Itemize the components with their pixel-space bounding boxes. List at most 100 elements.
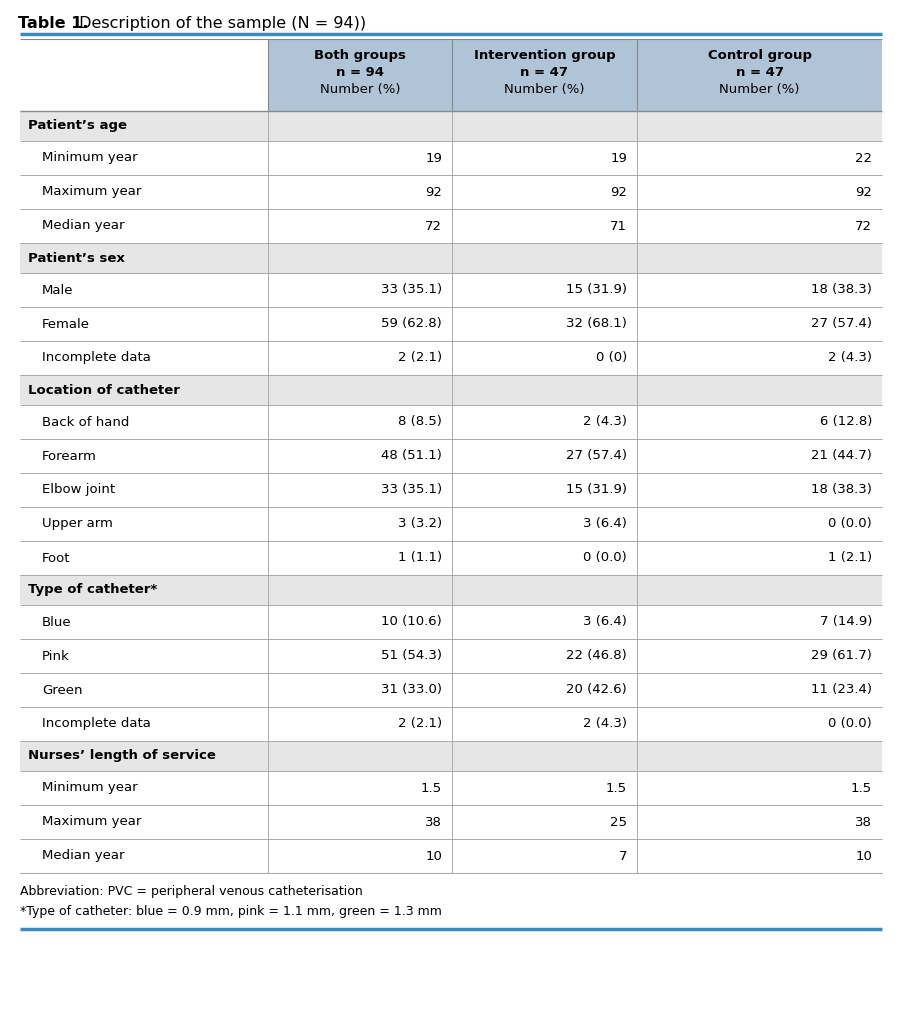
Bar [268,39,882,111]
Text: 1 (2.1): 1 (2.1) [828,552,872,564]
Text: Patient’s age: Patient’s age [28,120,127,132]
Text: 21 (44.7): 21 (44.7) [811,450,872,463]
Text: Minimum year: Minimum year [42,781,138,795]
Text: Number (%): Number (%) [719,83,800,96]
Bar [20,439,882,473]
Text: 19: 19 [610,152,627,165]
Bar [20,141,882,175]
Bar [20,175,882,209]
Text: 38: 38 [855,815,872,828]
Text: 22 (46.8): 22 (46.8) [566,649,627,663]
Text: Green: Green [42,683,82,696]
Text: Description of the sample (N = 94)): Description of the sample (N = 94)) [74,16,366,31]
Text: 10 (10.6): 10 (10.6) [382,615,442,629]
Text: Female: Female [42,317,90,331]
Bar [20,307,882,341]
Text: 33 (35.1): 33 (35.1) [381,284,442,297]
Bar [20,243,882,273]
Text: Elbow joint: Elbow joint [42,483,115,497]
Bar [20,839,882,873]
Text: 2 (4.3): 2 (4.3) [583,416,627,428]
Text: 48 (51.1): 48 (51.1) [382,450,442,463]
Text: 10: 10 [425,850,442,862]
Text: 1.5: 1.5 [606,781,627,795]
Text: Both groups: Both groups [314,49,406,62]
Text: 72: 72 [425,219,442,232]
Text: 38: 38 [425,815,442,828]
Text: 3 (3.2): 3 (3.2) [398,517,442,530]
Bar [20,575,882,605]
Bar [20,507,882,541]
Text: 2 (4.3): 2 (4.3) [583,718,627,730]
Text: Pink: Pink [42,649,69,663]
Text: 15 (31.9): 15 (31.9) [566,483,627,497]
Bar [20,541,882,575]
Text: 3 (6.4): 3 (6.4) [583,615,627,629]
Text: 25: 25 [610,815,627,828]
Text: 7 (14.9): 7 (14.9) [820,615,872,629]
Text: 2 (2.1): 2 (2.1) [398,718,442,730]
Text: Maximum year: Maximum year [42,185,142,199]
Text: 27 (57.4): 27 (57.4) [811,317,872,331]
Text: 51 (54.3): 51 (54.3) [381,649,442,663]
Text: Control group: Control group [707,49,812,62]
Bar [20,605,882,639]
Text: Incomplete data: Incomplete data [42,718,151,730]
Text: 10: 10 [855,850,872,862]
Bar [20,805,882,839]
Text: 1.5: 1.5 [851,781,872,795]
Text: 6 (12.8): 6 (12.8) [820,416,872,428]
Text: n = 47: n = 47 [735,66,784,79]
Text: n = 47: n = 47 [520,66,568,79]
Text: 15 (31.9): 15 (31.9) [566,284,627,297]
Text: 31 (33.0): 31 (33.0) [381,683,442,696]
Text: 7: 7 [619,850,627,862]
Text: 0 (0.0): 0 (0.0) [828,517,872,530]
Text: Nurses’ length of service: Nurses’ length of service [28,750,216,763]
Bar [20,111,882,141]
Text: 27 (57.4): 27 (57.4) [566,450,627,463]
Bar [20,707,882,741]
Text: 19: 19 [425,152,442,165]
Text: Abbreviation: PVC = peripheral venous catheterisation: Abbreviation: PVC = peripheral venous ca… [20,885,363,898]
Bar [20,673,882,707]
Bar [20,375,882,406]
Text: 32 (68.1): 32 (68.1) [566,317,627,331]
Text: 59 (62.8): 59 (62.8) [382,317,442,331]
Text: Number (%): Number (%) [319,83,400,96]
Text: 2 (4.3): 2 (4.3) [828,351,872,365]
Text: Foot: Foot [42,552,70,564]
Text: Intervention group: Intervention group [474,49,615,62]
Bar [20,341,882,375]
Text: 22: 22 [855,152,872,165]
Text: 92: 92 [855,185,872,199]
Bar [20,273,882,307]
Text: Incomplete data: Incomplete data [42,351,151,365]
Text: 18 (38.3): 18 (38.3) [811,284,872,297]
Text: Upper arm: Upper arm [42,517,113,530]
Text: 20 (42.6): 20 (42.6) [566,683,627,696]
Text: Number (%): Number (%) [504,83,584,96]
Text: 92: 92 [425,185,442,199]
Bar [20,473,882,507]
Text: Blue: Blue [42,615,71,629]
Bar [20,406,882,439]
Text: 2 (2.1): 2 (2.1) [398,351,442,365]
Text: 92: 92 [610,185,627,199]
Text: Patient’s sex: Patient’s sex [28,252,124,264]
Text: 18 (38.3): 18 (38.3) [811,483,872,497]
Text: 71: 71 [610,219,627,232]
Text: 33 (35.1): 33 (35.1) [381,483,442,497]
Text: *Type of catheter: blue = 0.9 mm, pink = 1.1 mm, green = 1.3 mm: *Type of catheter: blue = 0.9 mm, pink =… [20,905,442,918]
Text: 1.5: 1.5 [421,781,442,795]
Text: Median year: Median year [42,219,124,232]
Bar [20,771,882,805]
Text: 8 (8.5): 8 (8.5) [398,416,442,428]
Text: n = 94: n = 94 [336,66,384,79]
Text: 3 (6.4): 3 (6.4) [583,517,627,530]
Text: Type of catheter*: Type of catheter* [28,584,157,597]
Text: 1 (1.1): 1 (1.1) [398,552,442,564]
Text: Back of hand: Back of hand [42,416,129,428]
Text: Minimum year: Minimum year [42,152,138,165]
Text: Male: Male [42,284,73,297]
